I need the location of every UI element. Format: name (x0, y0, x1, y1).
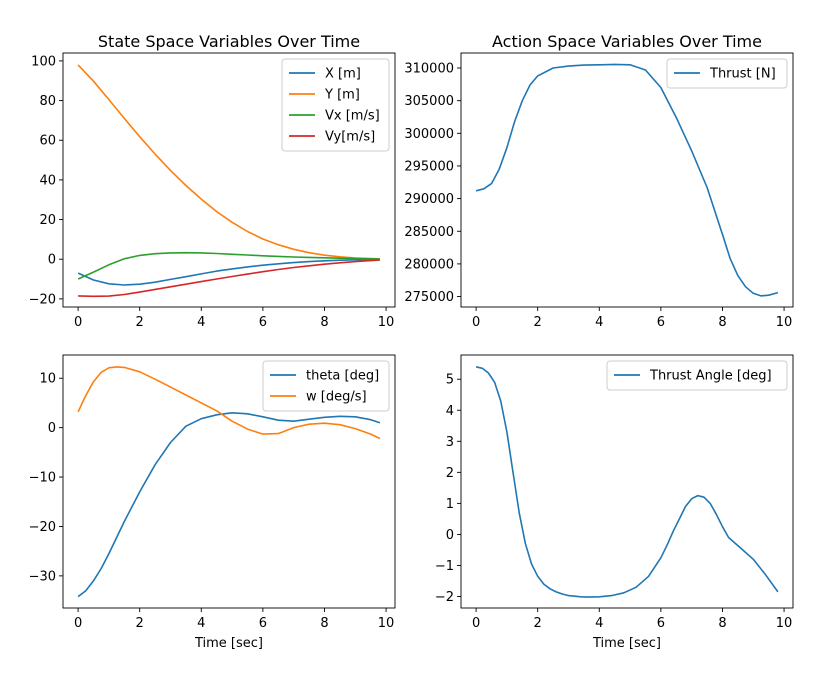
legend-box (281, 58, 390, 152)
series-line (77, 251, 380, 280)
y-tick-label: 305000 (404, 94, 454, 109)
y-tick-label: 0 (446, 528, 454, 543)
x-tick-label: 2 (136, 315, 144, 330)
y-tick-label: 40 (39, 173, 56, 188)
axes-frame (460, 354, 794, 609)
x-tick-label: 10 (776, 315, 793, 330)
legend-box (262, 360, 390, 412)
y-tick-label: 5 (446, 373, 454, 388)
y-tick-label: 60 (39, 134, 56, 149)
x-tick-label: 4 (197, 315, 205, 330)
x-tick-label: 4 (595, 315, 603, 330)
y-tick-label: 100 (31, 54, 56, 69)
plot-area: 0 2 4 6 8 10 −2 −1 0 1 2 3 4 5 Thrust Angle [deg] (435, 354, 794, 631)
y-tick-label: 4 (446, 404, 454, 419)
x-tick-label: 4 (197, 616, 205, 631)
y-tick-label: −20 (29, 292, 56, 307)
legend-entry-label: w [deg/s] (306, 390, 367, 405)
plot-area: 0 2 4 6 8 10 −30 −20 −10 0 10 theta [deg] w [deg/s] (29, 354, 396, 631)
legend-entry-label: Thrust [N] (709, 67, 776, 82)
series-line (77, 366, 381, 440)
x-tick-label: 10 (378, 616, 395, 631)
series-line (77, 258, 380, 286)
y-tick-label: 10 (39, 372, 56, 387)
y-tick-label: 280000 (404, 257, 454, 272)
legend-entry-label: Thrust Angle [deg] (649, 369, 772, 384)
y-tick-label: 300000 (404, 127, 454, 142)
y-tick-label: 275000 (404, 290, 454, 305)
y-tick-label: 20 (39, 213, 56, 228)
legend-entry-label: Vx [m/s] (325, 109, 380, 124)
series-line (77, 64, 380, 260)
axes-frame (62, 354, 396, 609)
x-tick-label: 8 (320, 616, 328, 631)
legend-box (606, 360, 788, 391)
x-tick-label: 6 (657, 315, 665, 330)
y-tick-label: −2 (435, 590, 454, 605)
legend-entry-label: theta [deg] (306, 369, 379, 384)
plot-area: 0 2 4 6 8 10 −20 0 20 40 60 80 100 X [m] Y [m] Vx [m/s]… (29, 52, 396, 330)
y-tick-label: 2 (446, 466, 454, 481)
plot-area: 0 2 4 6 8 10 275000 280000 285000 290000 295000 300… (404, 52, 794, 330)
y-tick-label: −20 (29, 520, 56, 535)
x-tick-label: 10 (776, 616, 793, 631)
panel-action-space: Action Space Variables Over Time 0 2 4 6 8 10… (404, 32, 794, 330)
x-tick-label: 0 (472, 315, 480, 330)
y-tick-label: 1 (446, 497, 454, 512)
series-line (475, 63, 779, 297)
y-tick-label: 0 (48, 421, 56, 436)
series-line (475, 366, 779, 598)
x-tick-label: 0 (74, 315, 82, 330)
y-tick-label: 290000 (404, 192, 454, 207)
y-tick-label: 3 (446, 435, 454, 450)
legend-box (666, 58, 788, 89)
legend: Thrust Angle [deg] (606, 360, 788, 391)
x-tick-label: 2 (534, 616, 542, 631)
legend: Thrust [N] (666, 58, 788, 89)
y-tick-label: −10 (29, 471, 56, 486)
x-tick-label: 8 (718, 315, 726, 330)
x-tick-label: 8 (320, 315, 328, 330)
series-line (78, 259, 380, 298)
x-tick-label: 8 (718, 616, 726, 631)
x-tick-label: 2 (136, 616, 144, 631)
x-axis-label: Time [sec] (592, 636, 661, 651)
x-tick-label: 10 (378, 315, 395, 330)
y-tick-label: 0 (48, 253, 56, 268)
panel-attitude: Time [sec] 0 2 4 6 8 10 −30 −20 −10 0 10 theta [deg… (29, 354, 396, 651)
y-tick-label: 310000 (404, 62, 454, 77)
y-tick-label: −1 (435, 559, 454, 574)
panel-title: State Space Variables Over Time (98, 32, 360, 51)
y-tick-label: −30 (29, 569, 56, 584)
x-tick-label: 0 (74, 616, 82, 631)
legend-entry-label: Vy[m/s] (325, 130, 375, 145)
y-tick-label: 80 (39, 94, 56, 109)
x-tick-label: 6 (259, 616, 267, 631)
panel-thrust-angle: Time [sec] 0 2 4 6 8 10 −2 −1 0 1 2 3 4 5 Thrust Angle… (435, 354, 794, 651)
legend-entry-label: Y [m] (324, 88, 360, 103)
axes-frame (460, 52, 794, 308)
x-tick-label: 6 (657, 616, 665, 631)
panel-title: Action Space Variables Over Time (492, 32, 762, 51)
y-tick-label: 295000 (404, 159, 454, 174)
x-axis-label: Time [sec] (194, 636, 263, 651)
y-tick-label: 285000 (404, 225, 454, 240)
x-tick-label: 4 (595, 616, 603, 631)
legend: X [m] Y [m] Vx [m/s] Vy[m/s] (281, 58, 390, 152)
series-line (77, 412, 381, 598)
panel-state-space: State Space Variables Over Time 0 2 4 6 8 10 −… (29, 32, 396, 330)
x-tick-label: 2 (534, 315, 542, 330)
x-tick-label: 6 (259, 315, 267, 330)
x-tick-label: 0 (472, 616, 480, 631)
legend: theta [deg] w [deg/s] (262, 360, 390, 412)
legend-entry-label: X [m] (325, 67, 361, 82)
